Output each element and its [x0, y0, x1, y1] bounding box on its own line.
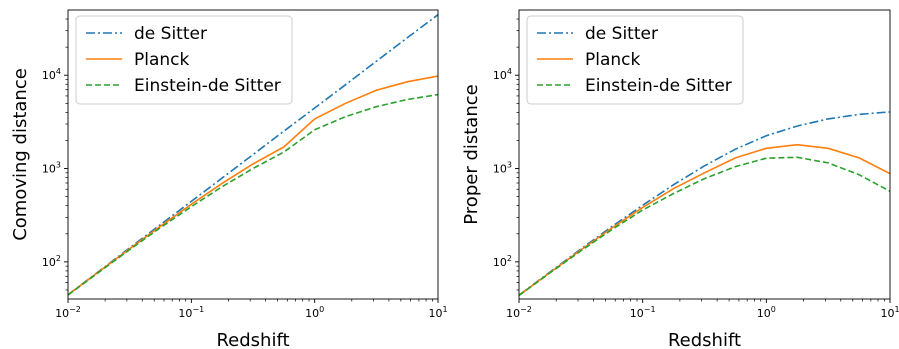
series-line-planck	[68, 75, 438, 296]
x-tick-label: 101	[428, 305, 447, 320]
chart-panel-2: 10−2 10−1 100 101 102 103 104 Redshift Proper di…	[461, 9, 899, 349]
x-tick-label: 10−2	[55, 305, 81, 320]
series-line-einstein-de-sitter	[519, 156, 890, 297]
legend: de Sitter Planck Einstein-de Sitter	[526, 15, 744, 105]
legend-label: de Sitter	[585, 24, 658, 44]
x-tick-label: 100	[757, 305, 776, 320]
x-axis-label: Redshift	[216, 330, 289, 349]
x-tick-label: 100	[305, 305, 324, 320]
legend-label: Einstein-de Sitter	[134, 76, 281, 96]
x-tick-label: 10−1	[178, 305, 204, 320]
legend-label: Einstein-de Sitter	[585, 76, 732, 96]
x-tick-label: 101	[880, 305, 899, 320]
y-tick-label: 103	[493, 161, 512, 176]
plot-frame	[518, 9, 891, 300]
series-line-de-sitter	[519, 111, 890, 296]
legend-label: Planck	[134, 50, 190, 70]
series-line-einstein-de-sitter	[68, 93, 438, 296]
x-axis-label: Redshift	[668, 330, 741, 349]
legend-box	[526, 15, 744, 105]
y-tick-label: 102	[42, 254, 61, 269]
legend: de Sitter Planck Einstein-de Sitter	[75, 15, 293, 105]
x-tick-label: 10−2	[506, 305, 532, 320]
y-axis-label: Comoving distance	[10, 68, 31, 241]
series-line-de-sitter	[68, 14, 438, 296]
chart-panel-1: 10−2 10−1 100 101 102 103 104 Redshift Comoving …	[10, 9, 448, 349]
series-line-planck	[519, 143, 890, 296]
legend-label: de Sitter	[134, 24, 207, 44]
plot-frame	[67, 9, 439, 300]
y-tick-label: 104	[493, 67, 512, 82]
legend-label: Planck	[585, 50, 641, 70]
y-axis-label: Proper distance	[461, 84, 482, 224]
x-tick-label: 10−1	[630, 305, 656, 320]
y-tick-label: 104	[42, 67, 61, 82]
y-tick-label: 103	[42, 161, 61, 176]
y-tick-label: 102	[493, 254, 512, 269]
legend-box	[75, 15, 293, 105]
